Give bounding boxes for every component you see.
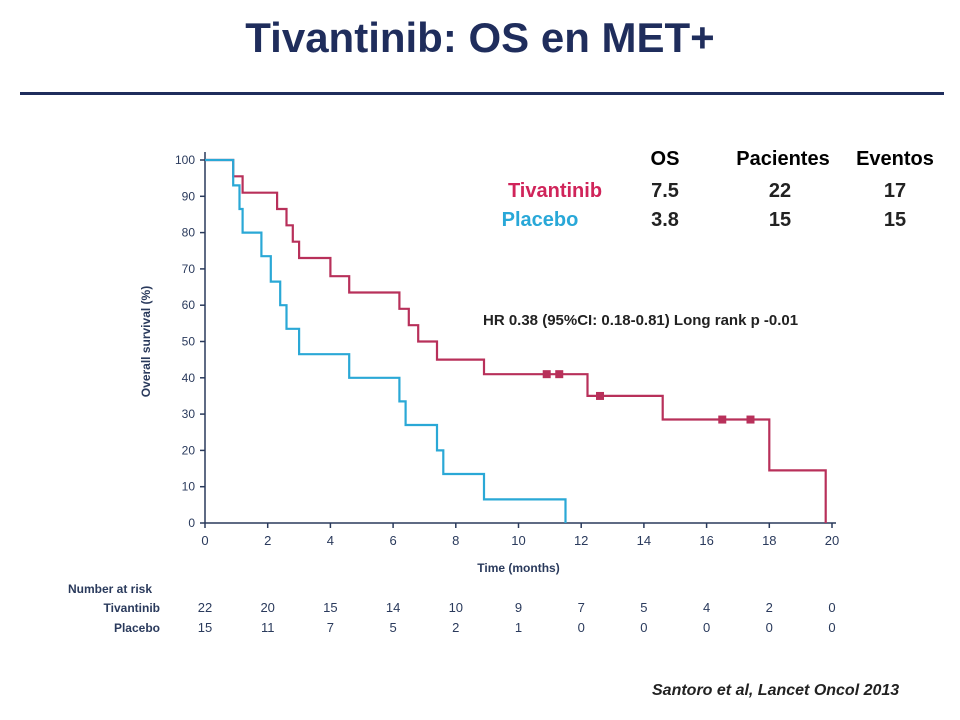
risk-cell: 4: [703, 600, 710, 615]
stats-row-name: Tivantinib: [507, 180, 603, 202]
risk-cell: 0: [828, 620, 835, 635]
stats-row-os: 3.8: [651, 209, 679, 231]
risk-cell: 0: [578, 620, 585, 635]
stats-header-row: OS Pacientes Eventos: [480, 148, 950, 178]
risk-cell: 2: [452, 620, 459, 635]
title-divider: [20, 92, 944, 95]
y-tick-label: 10: [182, 480, 196, 494]
slide-title: Tivantinib: OS en MET+: [245, 14, 715, 61]
x-tick-label: 10: [511, 533, 525, 548]
risk-cell: 1: [515, 620, 522, 635]
risk-cell: 2: [766, 600, 773, 615]
risk-cell: 0: [640, 620, 647, 635]
y-tick-label: 30: [182, 407, 196, 421]
y-tick-label: 60: [182, 298, 196, 312]
censor-mark: [746, 415, 755, 424]
risk-cell: 15: [323, 600, 337, 615]
citation: Santoro et al, Lancet Oncol 2013: [652, 682, 900, 699]
risk-cell: 5: [640, 600, 647, 615]
y-tick-label: 100: [175, 153, 195, 167]
risk-cell: 0: [766, 620, 773, 635]
stats-row-placebo: Placebo 3.8 15 15: [480, 209, 950, 239]
stats-row-events: 17: [883, 180, 907, 202]
y-tick-label: 40: [182, 371, 196, 385]
risk-cell: 0: [828, 600, 835, 615]
chart-curves: [205, 158, 827, 523]
risk-cell: 5: [389, 620, 396, 635]
x-axis-label: Time (months): [477, 561, 559, 575]
x-tick-label: 14: [637, 533, 651, 548]
risk-cell: 14: [386, 600, 400, 615]
stats-row-os: 7.5: [651, 180, 679, 202]
risk-cell: 10: [449, 600, 463, 615]
risk-cell: 11: [261, 620, 275, 635]
risk-cell: 0: [703, 620, 710, 635]
chart-axes: 0 10 20 30 40 50 60 70 80 90 100 0 2 4 6 8 10 12 14 16 18 20 T…: [139, 152, 839, 575]
y-axis-label: Overall survival (%): [139, 286, 153, 397]
censor-mark: [542, 370, 551, 379]
series-line-placebo: [205, 158, 567, 523]
x-tick-label: 4: [327, 533, 334, 548]
censor-mark: [718, 415, 727, 424]
series-line-tivantinib: [205, 158, 827, 523]
y-tick-label: 0: [188, 516, 195, 530]
hazard-ratio-text: HR 0.38 (95%CI: 0.18-0.81) Long rank p -…: [483, 312, 799, 329]
censor-mark: [596, 391, 605, 400]
x-tick-label: 18: [762, 533, 776, 548]
risk-cell: 7: [327, 620, 334, 635]
x-tick-label: 12: [574, 533, 588, 548]
risk-table-heading: Number at risk: [68, 582, 152, 596]
y-tick-label: 80: [182, 226, 196, 240]
risk-row-label: Placebo: [114, 621, 160, 635]
risk-cell: 9: [515, 600, 522, 615]
stats-row-tivantinib: Tivantinib 7.5 22 17: [480, 180, 950, 210]
x-tick-label: 2: [264, 533, 271, 548]
stats-header-events: Eventos: [856, 148, 934, 170]
stats-row-patients: 15: [768, 209, 792, 231]
risk-cell: 7: [578, 600, 585, 615]
x-tick-label: 8: [452, 533, 459, 548]
censor-mark: [555, 370, 564, 379]
risk-row-label: Tivantinib: [104, 601, 160, 615]
x-tick-label: 16: [699, 533, 713, 548]
x-tick-label: 20: [825, 533, 839, 548]
stats-header-patients: Pacientes: [736, 148, 830, 170]
stats-row-patients: 22: [768, 180, 792, 202]
stats-row-name: Placebo: [501, 209, 579, 231]
x-tick-label: 0: [201, 533, 208, 548]
stats-row-events: 15: [883, 209, 907, 231]
y-tick-label: 20: [182, 443, 196, 457]
x-tick-label: 6: [389, 533, 396, 548]
stats-header-os: OS: [650, 148, 680, 170]
y-tick-label: 70: [182, 262, 196, 276]
risk-cell: 20: [260, 600, 274, 615]
y-tick-label: 50: [182, 335, 196, 349]
risk-cell: 15: [198, 620, 212, 635]
risk-cell: 22: [198, 600, 212, 615]
y-tick-label: 90: [182, 189, 196, 203]
